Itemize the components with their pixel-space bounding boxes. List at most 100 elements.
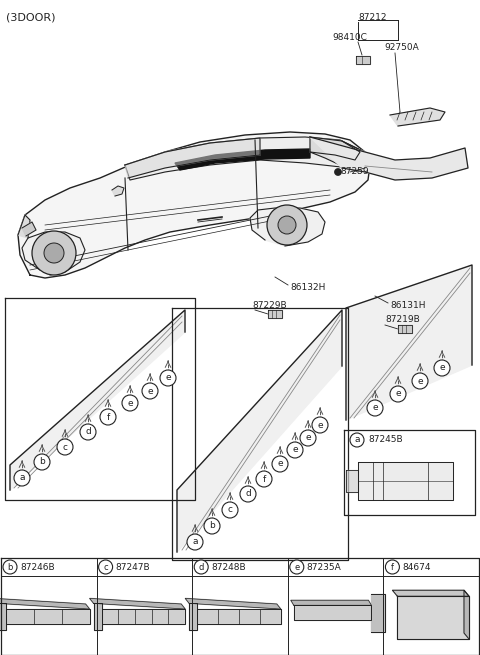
Text: e: e	[417, 377, 423, 386]
Text: a: a	[192, 538, 198, 546]
Text: f: f	[263, 474, 265, 483]
Text: 98410C: 98410C	[332, 33, 367, 43]
Polygon shape	[102, 609, 185, 624]
Polygon shape	[291, 600, 372, 605]
Text: e: e	[292, 445, 298, 455]
Circle shape	[267, 205, 307, 245]
Text: d: d	[245, 489, 251, 498]
Text: b: b	[7, 563, 12, 572]
Polygon shape	[310, 137, 360, 160]
Polygon shape	[22, 232, 85, 275]
Polygon shape	[358, 462, 453, 500]
Polygon shape	[310, 137, 370, 172]
Circle shape	[3, 560, 17, 574]
Polygon shape	[392, 590, 469, 596]
Text: e: e	[395, 390, 401, 398]
Text: 87229B: 87229B	[252, 301, 287, 310]
Text: b: b	[39, 457, 45, 466]
Text: 86132H: 86132H	[290, 282, 325, 291]
Text: c: c	[228, 506, 232, 514]
Text: 87235A: 87235A	[307, 563, 342, 572]
Text: e: e	[294, 563, 300, 572]
Polygon shape	[0, 603, 6, 629]
Polygon shape	[22, 222, 36, 236]
Circle shape	[272, 456, 288, 472]
Circle shape	[160, 370, 176, 386]
Polygon shape	[94, 603, 102, 629]
Polygon shape	[18, 215, 30, 238]
Polygon shape	[18, 132, 370, 278]
Text: d: d	[199, 563, 204, 572]
Circle shape	[98, 560, 113, 574]
Text: e: e	[147, 386, 153, 396]
Polygon shape	[372, 594, 385, 631]
Polygon shape	[175, 149, 310, 170]
Polygon shape	[268, 310, 282, 318]
Text: c: c	[62, 443, 68, 451]
Text: 84674: 84674	[402, 563, 431, 572]
Circle shape	[194, 560, 208, 574]
Polygon shape	[250, 208, 325, 246]
Circle shape	[278, 216, 296, 234]
Polygon shape	[177, 310, 342, 552]
Polygon shape	[464, 590, 469, 639]
Text: f: f	[107, 413, 109, 422]
Circle shape	[44, 243, 64, 263]
Polygon shape	[197, 609, 281, 624]
Polygon shape	[356, 56, 370, 64]
Text: 87219B: 87219B	[385, 316, 420, 324]
Text: f: f	[391, 563, 394, 572]
Text: d: d	[85, 428, 91, 436]
Circle shape	[312, 417, 328, 433]
Text: e: e	[305, 434, 311, 443]
Circle shape	[100, 409, 116, 425]
Polygon shape	[125, 138, 260, 178]
Polygon shape	[294, 605, 372, 620]
Circle shape	[32, 231, 76, 275]
Circle shape	[385, 560, 399, 574]
Text: e: e	[372, 403, 378, 413]
Text: (3DOOR): (3DOOR)	[6, 12, 56, 22]
Circle shape	[256, 471, 272, 487]
Polygon shape	[390, 108, 445, 126]
Circle shape	[367, 400, 383, 416]
Circle shape	[142, 383, 158, 399]
Text: 87212: 87212	[358, 14, 386, 22]
Circle shape	[57, 439, 73, 455]
Circle shape	[240, 486, 256, 502]
Circle shape	[335, 168, 341, 176]
Circle shape	[300, 430, 316, 446]
Polygon shape	[0, 599, 90, 609]
Text: e: e	[317, 421, 323, 430]
Polygon shape	[185, 599, 281, 609]
Circle shape	[14, 470, 30, 486]
Polygon shape	[310, 137, 468, 180]
Polygon shape	[6, 609, 90, 624]
Text: 87245B: 87245B	[368, 436, 403, 445]
Circle shape	[350, 433, 364, 447]
Polygon shape	[398, 325, 412, 333]
Polygon shape	[10, 310, 185, 490]
Text: a: a	[19, 474, 25, 483]
Circle shape	[222, 502, 238, 518]
Circle shape	[187, 534, 203, 550]
Text: e: e	[127, 398, 133, 407]
Circle shape	[287, 442, 303, 458]
Polygon shape	[397, 596, 469, 639]
Circle shape	[204, 518, 220, 534]
Polygon shape	[90, 599, 185, 609]
Text: 92750A: 92750A	[384, 43, 419, 52]
Text: a: a	[354, 436, 360, 445]
Polygon shape	[346, 470, 358, 492]
Polygon shape	[112, 186, 124, 196]
Circle shape	[80, 424, 96, 440]
Text: b: b	[209, 521, 215, 531]
Text: c: c	[103, 563, 108, 572]
Text: 87247B: 87247B	[116, 563, 150, 572]
Polygon shape	[189, 603, 197, 629]
Text: e: e	[439, 364, 445, 373]
Polygon shape	[125, 137, 365, 180]
Circle shape	[34, 454, 50, 470]
Text: e: e	[165, 373, 171, 383]
Circle shape	[390, 386, 406, 402]
